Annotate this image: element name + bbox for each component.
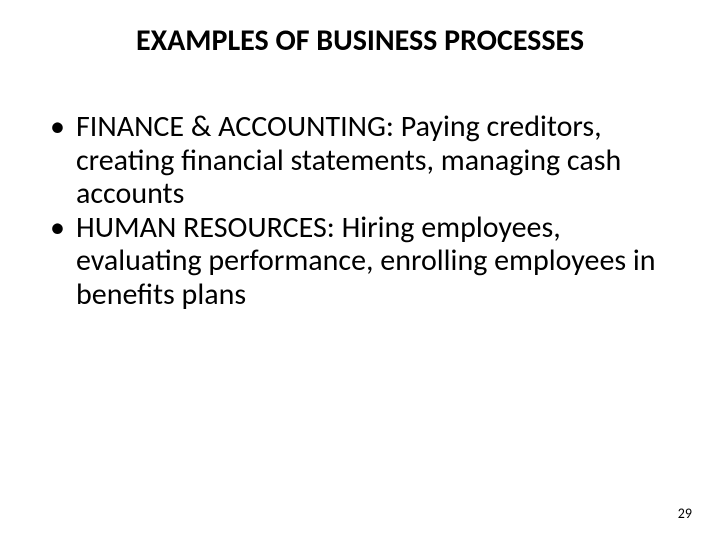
list-item: FINANCE & ACCOUNTING: Paying creditors, … bbox=[48, 110, 668, 211]
bullet-list: FINANCE & ACCOUNTING: Paying creditors, … bbox=[48, 110, 668, 312]
slide-body: FINANCE & ACCOUNTING: Paying creditors, … bbox=[48, 110, 668, 312]
page-number: 29 bbox=[678, 505, 692, 522]
list-item: HUMAN RESOURCES: Hiring employees, evalu… bbox=[48, 211, 668, 312]
slide: EXAMPLES OF BUSINESS PROCESSES FINANCE &… bbox=[0, 0, 720, 540]
slide-title: EXAMPLES OF BUSINESS PROCESSES bbox=[0, 24, 720, 59]
